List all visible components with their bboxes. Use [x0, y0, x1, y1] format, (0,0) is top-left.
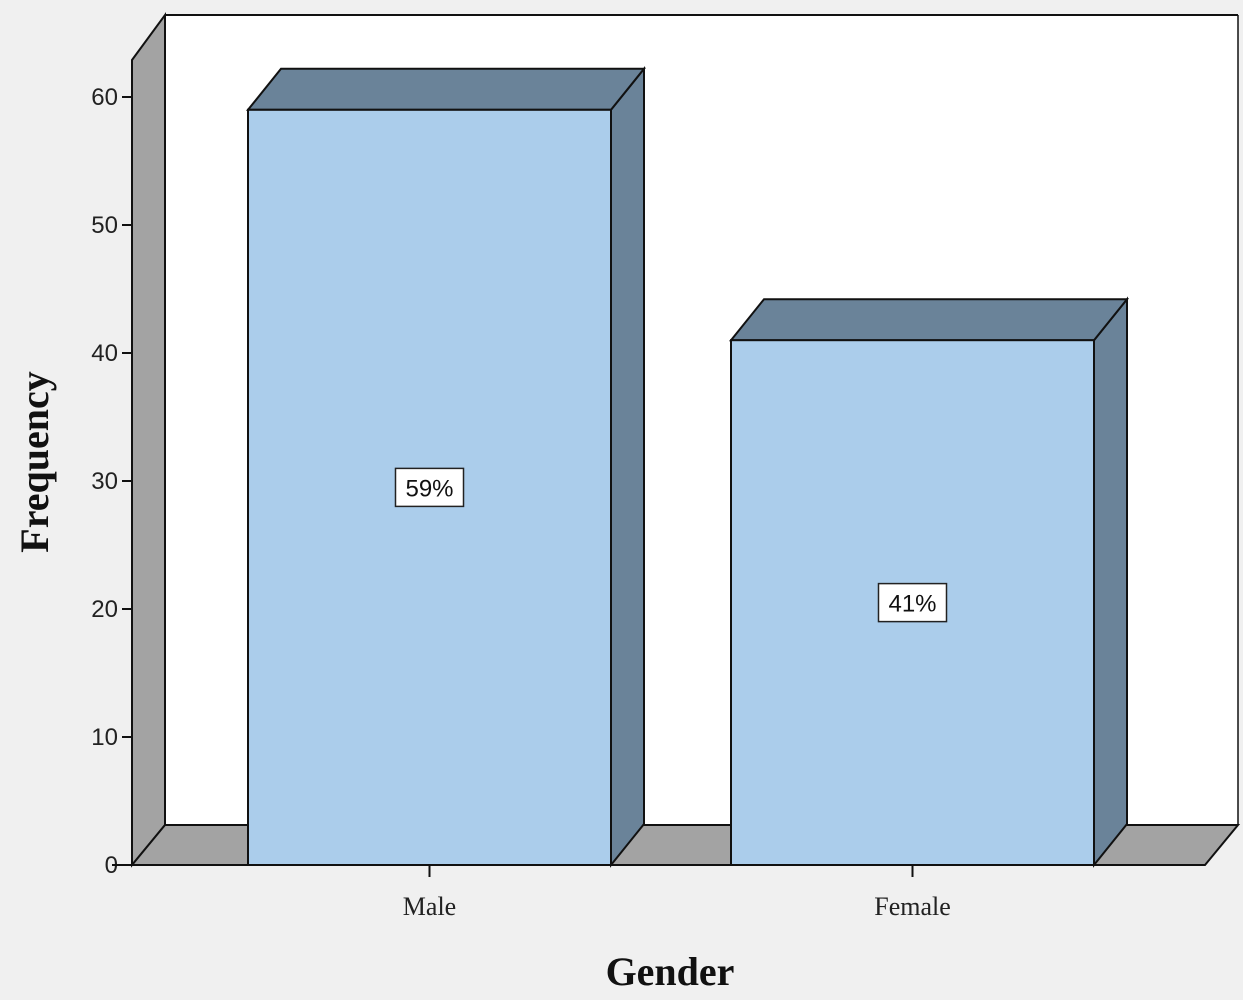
- bars-group: 59% 41%: [245, 65, 1130, 868]
- x-tick-label: Female: [874, 892, 951, 921]
- data-label-box: [394, 467, 465, 508]
- bar-top-face: [245, 67, 647, 111]
- bar-male: 59%: [245, 65, 647, 868]
- x-axis: Male Female: [112, 864, 1205, 921]
- bar-front-face: [730, 339, 1095, 866]
- data-label: 59%: [405, 475, 453, 502]
- y-tick-label: 0: [105, 852, 118, 879]
- bar-side-face: [1093, 296, 1128, 868]
- x-axis-title: Gender: [606, 949, 735, 994]
- data-label: 41%: [888, 591, 936, 618]
- y-tick-label: 10: [91, 724, 118, 751]
- y-tick-label: 20: [91, 596, 118, 623]
- y-tick-label: 50: [91, 212, 118, 239]
- left-wall: [131, 11, 166, 868]
- y-axis: 0 10 20 30 40 50 60: [91, 60, 133, 879]
- y-tick-label: 60: [91, 84, 118, 111]
- data-label-box: [877, 582, 948, 623]
- x-tick-label: Male: [403, 892, 456, 921]
- y-tick-label: 40: [91, 340, 118, 367]
- y-axis-title: Frequency: [12, 371, 57, 552]
- bar-top-face: [728, 298, 1130, 342]
- bar-female: 41%: [728, 296, 1130, 868]
- y-tick-label: 30: [91, 468, 118, 495]
- bar-side-face: [610, 65, 645, 868]
